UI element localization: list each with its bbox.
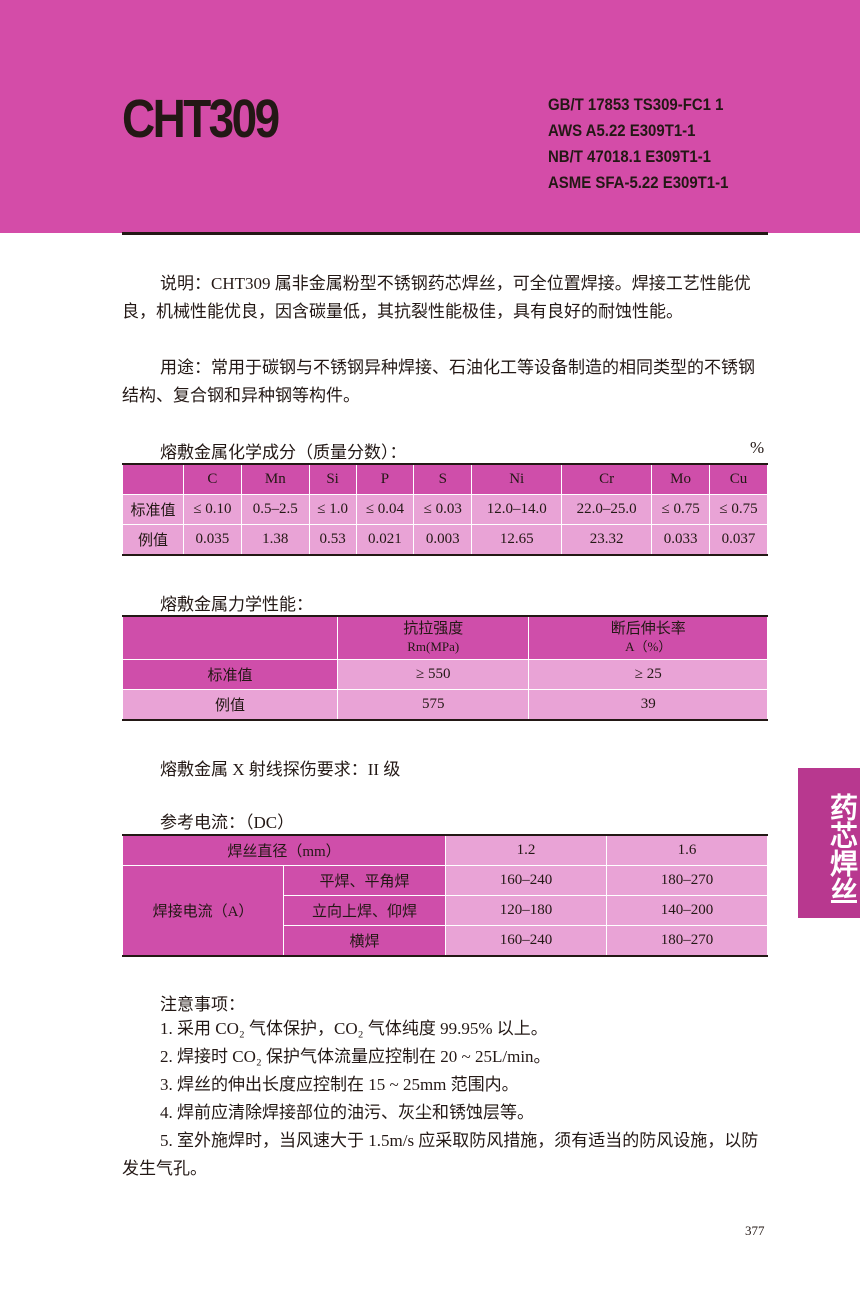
standard: ASME SFA-5.22 E309T1-1 bbox=[548, 173, 729, 192]
standard: AWS A5.22 E309T1-1 bbox=[548, 121, 696, 140]
table-row: 焊接电流（A） 平焊、平角焊 160–240 180–270 bbox=[122, 865, 768, 957]
note-item: 1. 采用 CO₂ 气体保护，CO₂ 气体纯度 99.95% 以上。 bbox=[160, 1019, 548, 1038]
table-row: 标准值 ≥ 550 ≥ 25 bbox=[122, 659, 768, 690]
table-row: 横焊 160–240 180–270 bbox=[123, 925, 768, 957]
product-title: CHT309 bbox=[122, 89, 280, 149]
usage-label: 用途： bbox=[160, 358, 211, 377]
divider bbox=[122, 232, 768, 235]
chem-unit: % bbox=[750, 438, 765, 457]
notes-list: 1. 采用 CO₂ 气体保护，CO₂ 气体纯度 99.95% 以上。 2. 焊接… bbox=[122, 1015, 768, 1183]
table-header-row: C Mn Si P S Ni Cr Mo Cu bbox=[122, 463, 768, 495]
xray-requirement: 熔敷金属 X 射线探伤要求：II 级 bbox=[160, 760, 401, 779]
chem-table: C Mn Si P S Ni Cr Mo Cu 标准值 ≤ 0.10 0.5–2.5 ≤ 1.0 ≤ 0… bbox=[122, 463, 768, 556]
table-header-row: 焊丝直径（mm） 1.2 1.6 bbox=[122, 834, 768, 866]
table-row: 立向上焊、仰焊 120–180 140–200 bbox=[123, 895, 768, 926]
usage: 用途：常用于碳钢与不锈钢异种焊接、石油化工等设备制造的相同类型的不锈钢结构、复合… bbox=[122, 354, 768, 410]
standards-list: GB/T 17853 TS309-FC1 1 AWS A5.22 E309T1-… bbox=[548, 92, 728, 196]
table-row: 例值 575 39 bbox=[122, 689, 768, 721]
current-title: 参考电流：（DC） bbox=[160, 813, 295, 832]
standard: GB/T 17853 TS309-FC1 1 bbox=[548, 95, 724, 114]
note-item: 5. 室外施焊时，当风速大于 1.5m/s 应采取防风措施，须有适当的防风设施，… bbox=[122, 1131, 759, 1178]
mech-table: 抗拉强度 Rm(MPa) 断后伸长率 A（%） 标准值 ≥ 550 ≥ 25 例值 575… bbox=[122, 615, 768, 721]
header-band bbox=[0, 0, 860, 233]
table-row: 例值 0.035 1.38 0.53 0.021 0.003 12.65 23.32 0.033… bbox=[122, 524, 768, 556]
description-label: 说明： bbox=[160, 274, 211, 293]
page-number: 377 bbox=[745, 1223, 765, 1238]
table-header-row: 抗拉强度 Rm(MPa) 断后伸长率 A（%） bbox=[122, 615, 768, 660]
chem-title: 熔敷金属化学成分（质量分数）： bbox=[160, 443, 407, 462]
side-tab: 药芯焊丝 bbox=[798, 768, 860, 918]
mech-title: 熔敷金属力学性能： bbox=[160, 595, 313, 614]
description-text: CHT309 属非金属粉型不锈钢药芯焊丝，可全位置焊接。焊接工艺性能优良，机械性… bbox=[122, 274, 751, 321]
note-item: 4. 焊前应清除焊接部位的油污、灰尘和锈蚀层等。 bbox=[160, 1103, 534, 1122]
current-table: 焊丝直径（mm） 1.2 1.6 焊接电流（A） 平焊、平角焊 160–240 180–2… bbox=[122, 834, 768, 957]
description: 说明：CHT309 属非金属粉型不锈钢药芯焊丝，可全位置焊接。焊接工艺性能优良，… bbox=[122, 270, 768, 326]
usage-text: 常用于碳钢与不锈钢异种焊接、石油化工等设备制造的相同类型的不锈钢结构、复合钢和异… bbox=[122, 358, 755, 405]
notes-title: 注意事项： bbox=[160, 995, 245, 1014]
standard: NB/T 47018.1 E309T1-1 bbox=[548, 147, 711, 166]
table-row: 标准值 ≤ 0.10 0.5–2.5 ≤ 1.0 ≤ 0.04 ≤ 0.03 12.0–14… bbox=[122, 494, 768, 525]
note-item: 2. 焊接时 CO₂ 保护气体流量应控制在 20 ~ 25L/min。 bbox=[160, 1047, 551, 1066]
note-item: 3. 焊丝的伸出长度应控制在 15 ~ 25mm 范围内。 bbox=[160, 1075, 519, 1094]
